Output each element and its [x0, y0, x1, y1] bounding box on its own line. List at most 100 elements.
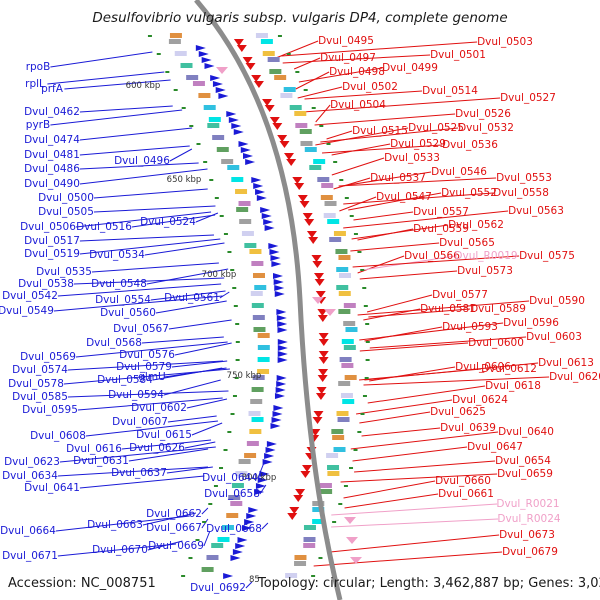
cog-category-block [254, 285, 267, 290]
connector-line-left [171, 360, 228, 368]
gene-label-right: Dvul_0625 [430, 406, 486, 418]
gene-label-left: Dvul_0524 [140, 216, 196, 228]
cog-category-block [341, 339, 354, 344]
connector-line-left [203, 530, 211, 547]
forward-gene-arrow [210, 75, 221, 81]
connector-line-right [369, 336, 527, 349]
gene-label-right: Dvul_0525 [408, 122, 464, 134]
gene-label-right: Dvul_0526 [455, 108, 511, 120]
cog-category-block [262, 51, 275, 56]
connector-line-right [295, 71, 330, 90]
cog-category-block [252, 273, 265, 278]
forward-gene-arrow [272, 411, 283, 417]
reverse-gene-arrow [311, 255, 322, 262]
gene-label-right: Dvul_0565 [439, 237, 495, 249]
cog-category-block [235, 189, 248, 194]
cog-category-block [244, 453, 257, 458]
gene-label-right: Dvul_0654 [495, 455, 551, 467]
cog-category-block [303, 537, 316, 542]
reverse-gene-arrow [314, 279, 325, 286]
gene-label-left: Dvul_0644 [202, 472, 258, 484]
cog-category-block [211, 543, 224, 548]
forward-gene-arrow [276, 309, 287, 315]
forward-gene-arrow [254, 489, 265, 495]
cog-category-block [333, 447, 346, 452]
gene-label-left: Dvul_0626 [129, 442, 185, 454]
gene-label-left: Dvul_0579 [116, 361, 172, 373]
connector-line-right [331, 143, 391, 156]
cog-category-block [217, 537, 230, 542]
partial-tick-label: 85 [249, 575, 260, 585]
cog-category-block [260, 39, 273, 44]
orf-tick [311, 107, 316, 109]
orf-tick [303, 89, 308, 91]
connector-line-left [144, 242, 225, 256]
forward-gene-arrow [261, 213, 272, 219]
orf-tick [188, 557, 193, 559]
forward-gene-arrow [238, 141, 249, 147]
cog-category-block [226, 513, 239, 518]
gene-label-left: Dvul_0585 [12, 391, 68, 403]
connector-line-left [150, 290, 226, 301]
connector-line-left [79, 234, 214, 242]
connector-line-right [339, 196, 377, 212]
connector-line-left [191, 422, 223, 436]
forward-gene-arrow [226, 111, 237, 117]
cog-category-block [231, 177, 244, 182]
reverse-gene-arrow [299, 201, 310, 208]
orf-tick [338, 503, 343, 505]
cog-category-block [321, 183, 334, 188]
connector-line-right [359, 411, 431, 424]
forward-gene-arrow [257, 477, 268, 483]
gene-label-left: Dvul_0548 [91, 278, 147, 290]
reverse-gene-arrow [293, 495, 304, 502]
gene-label-left: Dvul_0490 [24, 178, 80, 190]
connector-line-left [174, 342, 232, 356]
reverse-gene-arrow [279, 141, 290, 148]
orf-tick [223, 233, 228, 235]
cog-category-block [343, 303, 356, 308]
orf-tick [365, 341, 370, 343]
forward-gene-arrow [272, 273, 283, 279]
forward-gene-arrow [255, 189, 266, 195]
reverse-gene-arrow [318, 333, 329, 340]
cog-category-block [221, 159, 234, 164]
connector-line-left [50, 109, 183, 126]
forward-gene-arrow [274, 291, 285, 297]
orf-tick [181, 575, 186, 577]
cog-category-block [338, 291, 351, 296]
gene-label-left: Dvul_0561 [164, 292, 220, 304]
gene-label-right: Dvul_0495 [318, 35, 374, 47]
cog-category-block [320, 195, 333, 200]
gene-label-right: Dvul_0589 [470, 303, 526, 315]
connector-line-right [298, 67, 383, 83]
forward-gene-arrow [246, 513, 257, 519]
genome-backbone-arc [194, 0, 343, 600]
cog-category-block [212, 135, 225, 140]
orf-tick [362, 287, 367, 289]
cog-category-block [338, 273, 351, 278]
cog-category-block [203, 105, 216, 110]
gene-label-left: Dvul_0667 [146, 522, 202, 534]
reverse-gene-arrow [272, 123, 283, 130]
gene-label-right: Dvul_0593 [442, 321, 498, 333]
reverse-gene-arrow [317, 375, 328, 382]
cog-category-block [248, 411, 261, 416]
forward-gene-arrow [231, 123, 242, 129]
cog-category-block [208, 117, 221, 122]
forward-gene-arrow [230, 555, 241, 561]
connector-line-left [146, 268, 229, 285]
orf-tick [360, 413, 365, 415]
gene-label-left: Dvul_0486 [24, 163, 80, 175]
gene-label-left: Dvul_0569 [20, 351, 76, 363]
connector-line-right [275, 40, 319, 59]
reverse-gene-arrow [242, 57, 253, 64]
reverse-gene-arrow [269, 117, 280, 124]
cog-category-block [342, 399, 355, 404]
kbp-tick-label: 700 kbp [202, 270, 237, 280]
orf-tick [227, 251, 232, 253]
orf-tick [349, 467, 354, 469]
gene-label-right: Dvul_0581 [420, 303, 476, 315]
connector-line-right [304, 90, 423, 100]
orf-tick [165, 71, 170, 73]
